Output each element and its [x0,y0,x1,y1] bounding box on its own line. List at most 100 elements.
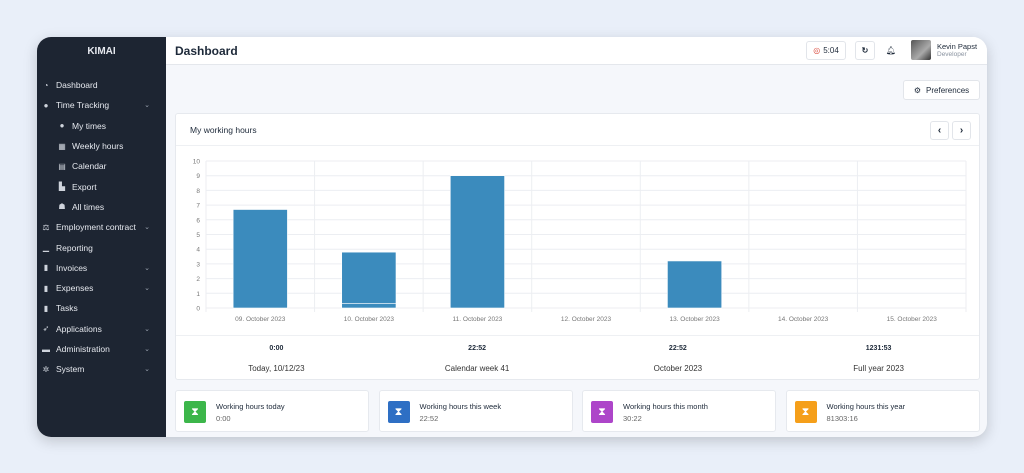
stat-value: 22:52 [419,414,439,423]
dashboard-icon: ◔ [43,80,49,90]
app-window: KIMAI ◔ Dashboard ● Time Tracking ⌄ ● My times… [37,37,987,437]
summary-row: 0:00 Today, 10/12/23 22:52 Calendar week 41… [176,335,979,381]
bar [341,251,397,304]
chevron-down-icon: ⌄ [144,325,150,333]
x-tick-label: 13. October 2023 [669,316,720,323]
sidebar-item-label: Weekly hours [72,141,124,152]
timer-value: 5:04 [823,46,839,55]
sidebar-item-reporting[interactable]: ▁ Reporting [37,237,166,257]
stop-icon: ◎ [813,46,821,55]
bar [449,175,505,309]
y-tick-label: 3 [196,261,200,268]
stat-card: ⧗ Working hours this month 30:22 [582,390,776,432]
stat-card: ⧗ Working hours today 0:00 [175,390,369,432]
sidebar-item-calendar[interactable]: ▤ Calendar [37,156,166,176]
sidebar-item-label: Administration [56,344,110,354]
sidebar-item-label: Time Tracking [56,100,110,111]
summary-label: Calendar week 41 [444,364,510,373]
clipboard-icon: ▮ [43,303,49,313]
sidebar-item-applications[interactable]: ➶ Applications ⌄ [37,319,166,339]
bar [667,260,723,309]
y-tick-label: 0 [196,306,200,313]
x-tick-label: 12. October 2023 [561,316,612,323]
summary-value: 22:52 [668,345,687,352]
users-icon: ☗ [58,202,66,212]
summary-item: 22:52 Calendar week 41 [377,336,578,381]
summary-value: 0:00 [269,345,284,352]
summary-value: 1231:53 [865,345,892,352]
bar [341,303,397,309]
sidebar-item-export[interactable]: ▙ Export [37,176,166,196]
sidebar-item-all-times[interactable]: ☗ All times [37,197,166,217]
hourglass-icon: ⧗ [794,401,817,423]
notifications-button[interactable]: 🔔︎ [881,41,901,60]
summary-label: Full year 2023 [853,364,904,373]
scale-icon: ⚖ [42,222,50,232]
y-tick-label: 10 [193,159,201,166]
x-tick-label: 09. October 2023 [235,316,286,323]
summary-label: Today, 10/12/23 [248,364,305,373]
sidebar-item-label: System [56,364,85,375]
page-title: Dashboard [175,44,238,58]
y-tick-label: 8 [196,188,200,195]
calendar-icon: ▤ [58,161,66,171]
chevron-left-icon: ‹ [937,125,942,136]
y-tick-label: 1 [196,291,200,298]
working-hours-chart: 0 1 2 3 4 5 6 7 8 9 10 09. October 2023 10. October … [193,159,967,323]
summary-item: 1231:53 Full year 2023 [778,336,979,381]
bell-icon: 🔔︎ [885,46,897,55]
summary-value: 22:52 [468,345,487,352]
chevron-down-icon: ⌄ [144,102,150,110]
x-tick-label: 11. October 2023 [453,316,503,323]
sidebar-item-tasks[interactable]: ▮ Tasks [37,298,166,318]
y-tick-label: 2 [196,276,200,283]
stat-value: 30:22 [623,414,642,423]
brand-logo[interactable]: KIMAI [87,46,116,57]
sidebar-item-invoices[interactable]: ▮ Invoices ⌄ [37,258,166,278]
gear-icon: ⚙ [913,85,922,95]
active-timer-button[interactable]: ◎ 5:04 [806,41,846,60]
chevron-right-icon: › [959,125,964,136]
hourglass-icon: ⧗ [387,401,410,423]
card-title: My working hours [176,114,979,146]
avatar [911,40,931,60]
y-tick-label: 6 [196,217,200,224]
hourglass-icon: ⧗ [591,401,613,423]
sidebar-item-time-tracking[interactable]: ● Time Tracking ⌄ [37,95,166,115]
sidebar-item-weekly-hours[interactable]: ▦ Weekly hours [37,136,166,156]
y-tick-label: 5 [196,232,200,239]
preferences-label: Preferences [926,85,970,95]
grid-icon: ▦ [58,141,66,151]
y-tick-label: 7 [196,203,200,210]
sidebar-item-label: Dashboard [56,80,98,91]
chevron-down-icon: ⌄ [144,264,150,272]
summary-item: 0:00 Today, 10/12/23 [176,336,377,381]
chevron-down-icon: ⌄ [144,366,150,374]
sidebar-item-my-times[interactable]: ● My times [37,116,166,136]
next-button[interactable]: › [952,121,971,140]
sidebar-item-system[interactable]: ✲ System ⌄ [37,359,166,379]
stat-title: Working hours today [216,402,285,411]
expenses-icon: ▮ [43,283,49,293]
y-tick-label: 4 [196,247,200,254]
chevron-down-icon: ⌄ [144,285,150,293]
preferences-button[interactable]: ⚙ Preferences [903,80,980,100]
x-tick-label: 14. October 2023 [778,316,829,323]
sidebar-item-employment-contract[interactable]: ⚖ Employment contract ⌄ [37,217,166,237]
sidebar-item-label: Employment contract [56,222,136,233]
sidebar-item-dashboard[interactable]: ◔ Dashboard [37,75,166,95]
refresh-button[interactable]: ↻ [855,41,875,60]
x-tick-label: 15. October 2023 [887,316,938,323]
chevron-down-icon: ⌄ [144,224,150,232]
rocket-icon: ➶ [42,324,50,334]
sidebar-item-administration[interactable]: ▬ Administration ⌄ [37,339,166,359]
sidebar-item-expenses[interactable]: ▮ Expenses ⌄ [37,278,166,298]
user-menu[interactable]: Kevin Papst Developer [911,40,977,60]
sidebar-item-label: Applications [56,323,102,334]
sidebar-item-label: Invoices [56,262,88,273]
stat-value: 0:00 [216,414,231,423]
stat-value: 81303:16 [826,414,858,423]
user-role: Developer [937,51,967,58]
previous-button[interactable]: ‹ [930,121,949,140]
sidebar-item-label: All times [72,201,105,212]
